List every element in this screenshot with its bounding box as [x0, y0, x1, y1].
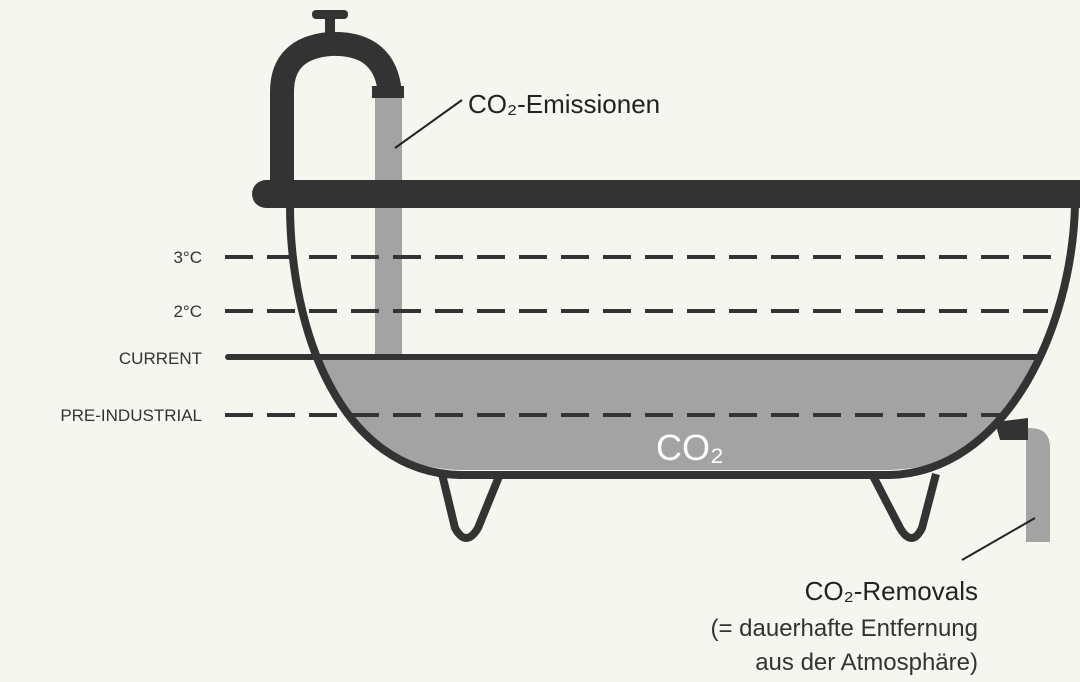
faucet-handle: [312, 10, 348, 19]
tub-rim: [252, 180, 1080, 208]
level-label: 2°C: [173, 302, 202, 321]
level-label: 3°C: [173, 248, 202, 267]
leader-line: [394, 99, 463, 149]
faucet: [270, 31, 402, 182]
removals-label: CO₂-Removals: [805, 576, 978, 606]
removals-note: (= dauerhafte Entfernung: [710, 615, 978, 642]
removals-note: aus der Atmosphäre): [755, 649, 978, 676]
drain-outlet: [995, 418, 1028, 440]
leader-line: [961, 517, 1036, 561]
level-label: CURRENT: [119, 349, 202, 368]
tub-leg: [438, 472, 504, 542]
faucet-handle: [325, 14, 335, 40]
faucet-spout: [372, 86, 404, 98]
water: [320, 357, 1036, 470]
emissions-label: CO₂-Emissionen: [468, 89, 660, 119]
tub-label: CO₂: [656, 427, 724, 468]
water-stream: [375, 92, 402, 357]
level-label: PRE-INDUSTRIAL: [60, 406, 202, 425]
tub-leg: [868, 472, 940, 542]
tub-body: [286, 204, 1079, 479]
drain-pipe: [1000, 428, 1050, 542]
